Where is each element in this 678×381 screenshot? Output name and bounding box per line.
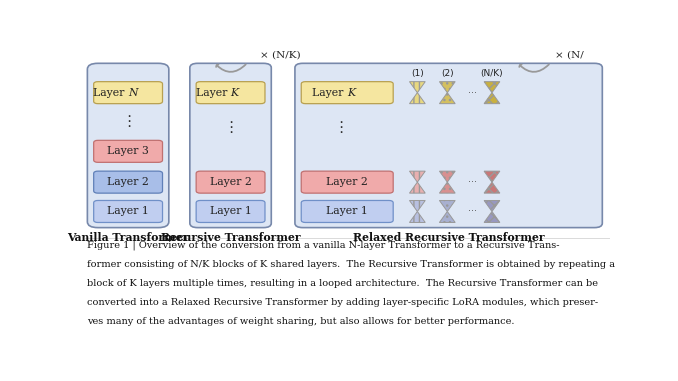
FancyBboxPatch shape [301, 82, 393, 104]
Polygon shape [484, 93, 500, 104]
FancyBboxPatch shape [94, 82, 163, 104]
Text: Layer 1: Layer 1 [326, 207, 368, 216]
Text: × (N/K): × (N/K) [260, 51, 300, 59]
Text: former consisting of N/K blocks of K shared layers.  The Recursive Transformer i: former consisting of N/K blocks of K sha… [87, 260, 616, 269]
Polygon shape [484, 171, 500, 182]
Polygon shape [439, 171, 455, 182]
Polygon shape [484, 200, 500, 211]
Text: ⋮: ⋮ [121, 115, 136, 130]
FancyBboxPatch shape [301, 171, 393, 193]
Text: K: K [231, 88, 239, 98]
Polygon shape [439, 82, 455, 93]
FancyBboxPatch shape [190, 63, 271, 227]
Text: N: N [128, 88, 138, 98]
Text: Layer 2: Layer 2 [210, 177, 252, 187]
Text: ···: ··· [468, 88, 477, 98]
Polygon shape [439, 93, 455, 104]
FancyBboxPatch shape [196, 200, 265, 223]
Polygon shape [410, 182, 425, 193]
Text: Layer: Layer [196, 88, 231, 98]
Text: Layer 2: Layer 2 [326, 177, 368, 187]
Polygon shape [484, 182, 500, 193]
Text: (N/K): (N/K) [481, 69, 503, 78]
Polygon shape [484, 211, 500, 223]
Text: × (N/: × (N/ [555, 51, 584, 59]
Text: K: K [347, 88, 355, 98]
Text: Relaxed Recursive Transformer: Relaxed Recursive Transformer [353, 232, 544, 243]
Text: ⋮: ⋮ [223, 120, 239, 135]
FancyBboxPatch shape [196, 171, 265, 193]
Text: ⋮: ⋮ [333, 120, 348, 135]
FancyBboxPatch shape [87, 63, 169, 227]
Polygon shape [410, 211, 425, 223]
FancyBboxPatch shape [196, 82, 265, 104]
FancyBboxPatch shape [94, 171, 163, 193]
Text: Layer 2: Layer 2 [107, 177, 149, 187]
Polygon shape [410, 200, 425, 211]
Polygon shape [439, 182, 455, 193]
Text: Recursive Transformer: Recursive Transformer [161, 232, 300, 243]
Polygon shape [439, 200, 455, 211]
Polygon shape [439, 211, 455, 223]
Polygon shape [484, 82, 500, 93]
Text: Figure 1 | Overview of the conversion from a vanilla N-layer Transformer to a Re: Figure 1 | Overview of the conversion fr… [87, 241, 560, 250]
Text: (1): (1) [411, 69, 424, 78]
Polygon shape [410, 82, 425, 93]
Text: block of K layers multiple times, resulting in a looped architecture.  The Recur: block of K layers multiple times, result… [87, 279, 599, 288]
Text: Layer 1: Layer 1 [210, 207, 252, 216]
Polygon shape [410, 93, 425, 104]
Text: ···: ··· [468, 207, 477, 216]
Text: Layer 3: Layer 3 [107, 146, 149, 156]
Text: Layer: Layer [93, 88, 128, 98]
FancyBboxPatch shape [301, 200, 393, 223]
Text: (2): (2) [441, 69, 454, 78]
FancyBboxPatch shape [94, 140, 163, 162]
Text: Vanilla Transformer: Vanilla Transformer [67, 232, 188, 243]
Text: converted into a Relaxed Recursive Transformer by adding layer-specific LoRA mod: converted into a Relaxed Recursive Trans… [87, 298, 599, 307]
Polygon shape [410, 171, 425, 182]
FancyBboxPatch shape [94, 200, 163, 223]
Text: Layer: Layer [313, 88, 347, 98]
Text: Layer 1: Layer 1 [107, 207, 149, 216]
Text: ves many of the advantages of weight sharing, but also allows for better perform: ves many of the advantages of weight sha… [87, 317, 515, 326]
FancyBboxPatch shape [295, 63, 602, 227]
Text: ···: ··· [468, 177, 477, 187]
